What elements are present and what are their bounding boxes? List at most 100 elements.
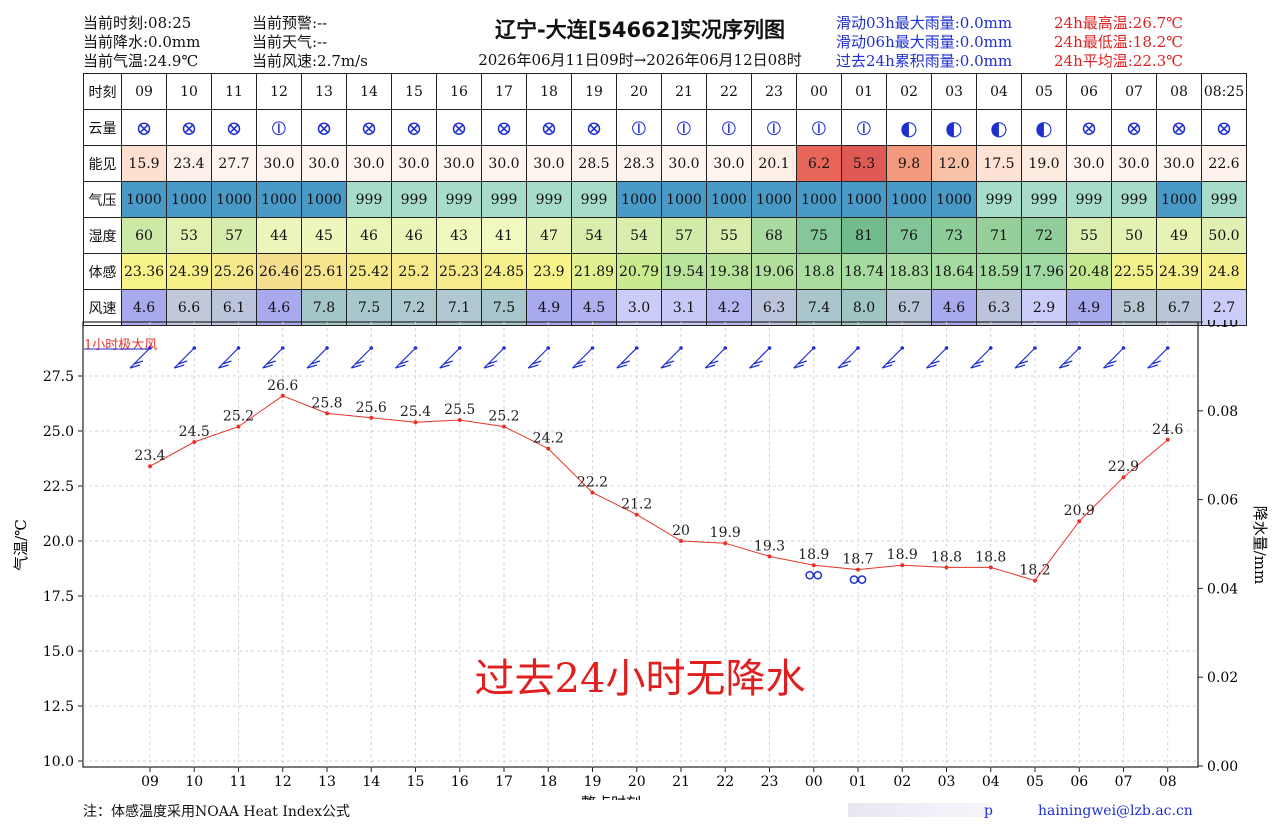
table-cell: 57 — [211, 217, 257, 254]
table-cell: 15.9 — [121, 145, 167, 182]
table-cell: 1000 — [121, 181, 167, 218]
table-cell: 999 — [526, 181, 572, 218]
x-tick-label: 23 — [761, 774, 779, 790]
cloud-cover-icon: ⊗ — [1156, 109, 1202, 146]
x-tick-label: 13 — [318, 774, 336, 790]
cloud-cover-icon: ◐ — [976, 109, 1022, 146]
table-cell: 1000 — [841, 181, 887, 218]
table-cell: 50.0 — [1201, 217, 1247, 254]
temperature-data-label: 25.2 — [223, 409, 254, 425]
rain-03h-max: 滑动03h最大雨量:0.0mm — [836, 14, 1013, 32]
table-cell: 19 — [571, 73, 617, 110]
x-tick-label: 17 — [495, 774, 513, 790]
current-precip: 当前降水:0.0mm — [83, 33, 201, 51]
table-cell: 53 — [166, 217, 212, 254]
table-cell: 22.6 — [1201, 145, 1247, 182]
table-cell: 18.74 — [841, 253, 887, 290]
table-cell: 23.36 — [121, 253, 167, 290]
x-tick-label: 07 — [1115, 774, 1133, 790]
temperature-point — [988, 565, 993, 570]
x-tick-label: 12 — [274, 774, 292, 790]
table-cell: 999 — [481, 181, 527, 218]
y2-tick-label: 0.10 — [1207, 320, 1238, 331]
table-cell: 13 — [301, 73, 347, 110]
y2-tick-label: 0.00 — [1207, 759, 1238, 775]
y-tick-label: 27.5 — [43, 369, 74, 385]
x-tick-label: 16 — [451, 774, 469, 790]
table-cell: 09 — [121, 73, 167, 110]
rain-24h-total: 过去24h累积雨量:0.0mm — [836, 52, 1013, 70]
table-cell: 8.0 — [841, 289, 887, 326]
x-axis-label: 整点时刻 — [581, 794, 641, 800]
current-temp: 当前气温:24.9℃ — [83, 52, 199, 70]
table-cell: 1000 — [301, 181, 347, 218]
table-cell: 30.0 — [436, 145, 482, 182]
table-cell: 50 — [1111, 217, 1157, 254]
table-cell: 23.9 — [526, 253, 572, 290]
table-cell: 6.7 — [886, 289, 932, 326]
y2-tick-label: 0.04 — [1207, 581, 1238, 597]
table-cell: 44 — [256, 217, 302, 254]
wind-barb — [970, 346, 993, 369]
table-cell: 71 — [976, 217, 1022, 254]
table-cell: 46 — [346, 217, 392, 254]
table-cell: 19.38 — [706, 253, 752, 290]
temperature-point — [856, 567, 860, 572]
table-cell: 9.8 — [886, 145, 932, 182]
table-cell: 24.39 — [1156, 253, 1202, 290]
observation-table: 时刻 09 10 11 12 13 14 15 16 17 18 19 20 21 22 23 00 01 02 03… — [83, 73, 1247, 326]
y-tick-label: 22.5 — [43, 479, 74, 495]
table-cell: 1000 — [931, 181, 977, 218]
wind-barb — [395, 346, 418, 369]
temperature-data-label: 18.8 — [931, 549, 962, 565]
table-cell: 30.0 — [481, 145, 527, 182]
table-cell: 6.6 — [166, 289, 212, 326]
table-cell: 12 — [256, 73, 302, 110]
temperature-point — [413, 420, 418, 425]
table-cell: 11 — [211, 73, 257, 110]
temperature-data-label: 18.7 — [842, 552, 873, 568]
table-cell: 999 — [571, 181, 617, 218]
table-cell: 4.2 — [706, 289, 752, 326]
wind-barb — [1147, 346, 1170, 369]
table-cell: 41 — [481, 217, 527, 254]
temperature-point — [900, 563, 905, 568]
table-cell: 18.83 — [886, 253, 932, 290]
x-tick-label: 19 — [584, 774, 602, 790]
table-cell: 01 — [841, 73, 887, 110]
row-visibility: 能见 15.9 23.4 27.7 30.0 30.0 30.0 30.0 30.0 30.0 30… — [83, 145, 1247, 182]
table-cell: 30.0 — [661, 145, 707, 182]
table-cell: 17.5 — [976, 145, 1022, 182]
x-tick-label: 03 — [938, 774, 956, 790]
table-cell: 999 — [346, 181, 392, 218]
header-current-info: 当前时刻:08:25 当前降水:0.0mm 当前气温:24.9℃ — [83, 14, 200, 71]
table-cell: 23 — [751, 73, 797, 110]
table-cell: 30.0 — [1156, 145, 1202, 182]
table-cell: 7.4 — [796, 289, 842, 326]
cloud-cover-icon: ⊗ — [391, 109, 437, 146]
table-cell: 1000 — [616, 181, 662, 218]
table-cell: 22 — [706, 73, 752, 110]
watermark-tail: p — [984, 803, 993, 819]
wind-barb — [173, 346, 197, 369]
table-cell: 18.59 — [976, 253, 1022, 290]
table-cell: 999 — [436, 181, 482, 218]
table-cell: 23.4 — [166, 145, 212, 182]
cloud-cover-icon: ⊗ — [436, 109, 482, 146]
header-rain-stats: 滑动03h最大雨量:0.0mm 滑动06h最大雨量:0.0mm 过去24h累积雨… — [836, 14, 1012, 71]
table-cell: 1000 — [256, 181, 302, 218]
table-cell: 1000 — [751, 181, 797, 218]
table-cell: 26.46 — [256, 253, 302, 290]
table-cell: 2.7 — [1201, 289, 1247, 326]
temp-24h-avg: 24h平均温:22.3℃ — [1054, 52, 1183, 70]
cloud-cover-icon: ⦶ — [616, 109, 662, 146]
table-cell: 17 — [481, 73, 527, 110]
x-tick-label: 02 — [893, 774, 911, 790]
wind-barb — [793, 346, 816, 369]
temperature-data-label: 25.2 — [488, 409, 519, 425]
table-cell: 06 — [1066, 73, 1112, 110]
temperature-data-label: 25.6 — [356, 400, 387, 416]
table-cell: 24.8 — [1201, 253, 1247, 290]
table-cell: 999 — [391, 181, 437, 218]
temperature-data-label: 24.2 — [533, 431, 564, 447]
